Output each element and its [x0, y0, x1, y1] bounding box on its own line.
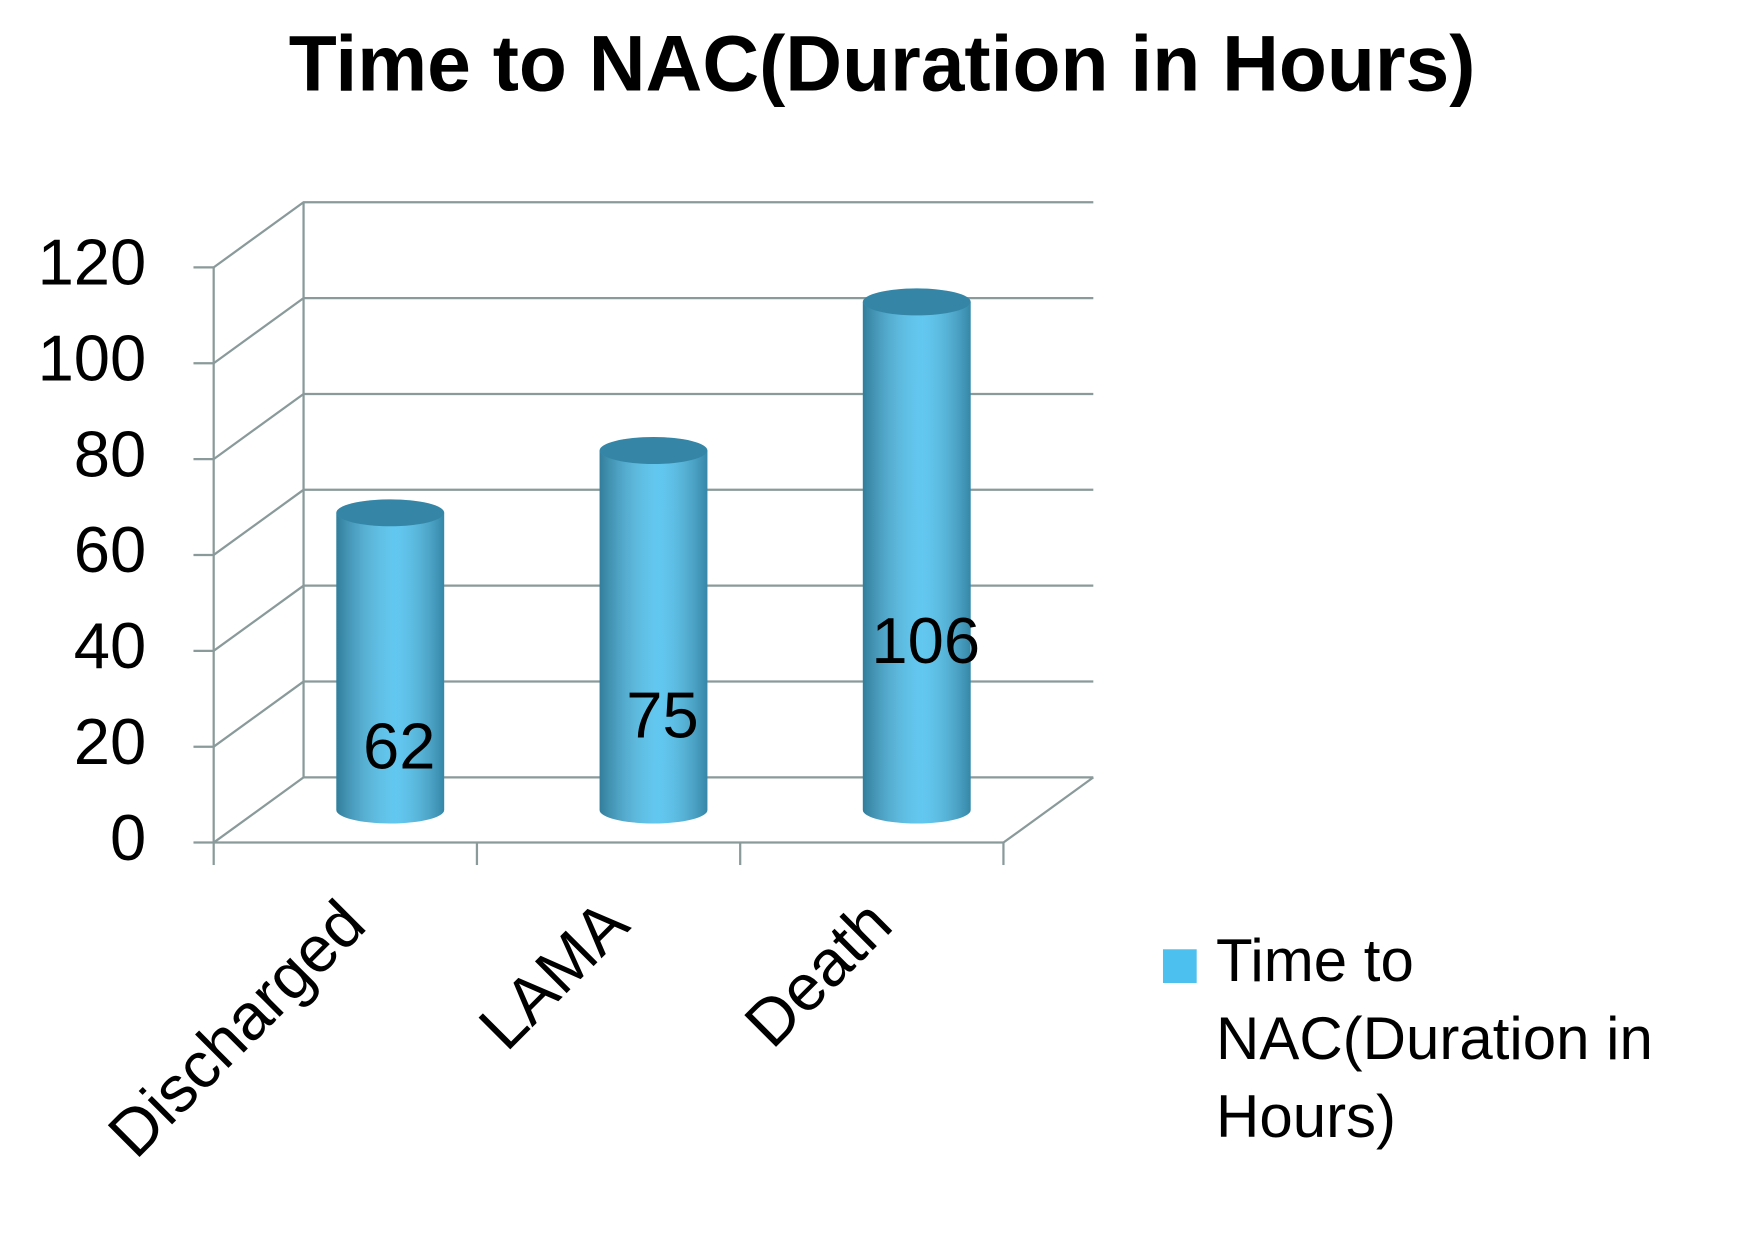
grid-line: [213, 776, 1094, 844]
bar-shade: [862, 301, 971, 824]
y-tick-label: 80: [74, 417, 146, 490]
y-tick-label: 40: [74, 609, 146, 682]
grid-line: [213, 296, 1094, 365]
bar-top: [336, 499, 445, 527]
legend-key: [1162, 949, 1197, 983]
bar-top-shade: [599, 437, 708, 464]
grid-line: [213, 201, 1094, 269]
grid-line: [213, 392, 1094, 461]
y-tick-label: 120: [38, 226, 147, 299]
value-label: 75: [626, 678, 698, 751]
y-tick-label: 100: [38, 321, 147, 394]
y-tick-label: 0: [110, 801, 146, 874]
bar-top: [599, 437, 708, 464]
y-tick-label: 20: [74, 705, 146, 778]
grid-line: [213, 488, 1094, 556]
x-tick-label: Discharged: [94, 886, 379, 1171]
x-tick-label: LAMA: [465, 886, 642, 1063]
legend-label: Time to NAC(Duration in Hours): [1216, 927, 1653, 1150]
bar-shade: [599, 450, 708, 824]
y-tick-label: 60: [74, 513, 146, 586]
bar-top-shade: [336, 499, 445, 527]
x-tick-label: Death: [731, 886, 906, 1061]
chart-title: Time to NAC(Duration in Hours): [289, 19, 1476, 107]
grid-line: [213, 584, 1094, 652]
bar-shade: [336, 512, 445, 824]
value-label: 106: [871, 604, 980, 677]
bar-top-shade: [862, 288, 971, 316]
value-label: 62: [363, 709, 435, 782]
grid-line: [213, 680, 1094, 748]
bar-top: [862, 288, 971, 316]
